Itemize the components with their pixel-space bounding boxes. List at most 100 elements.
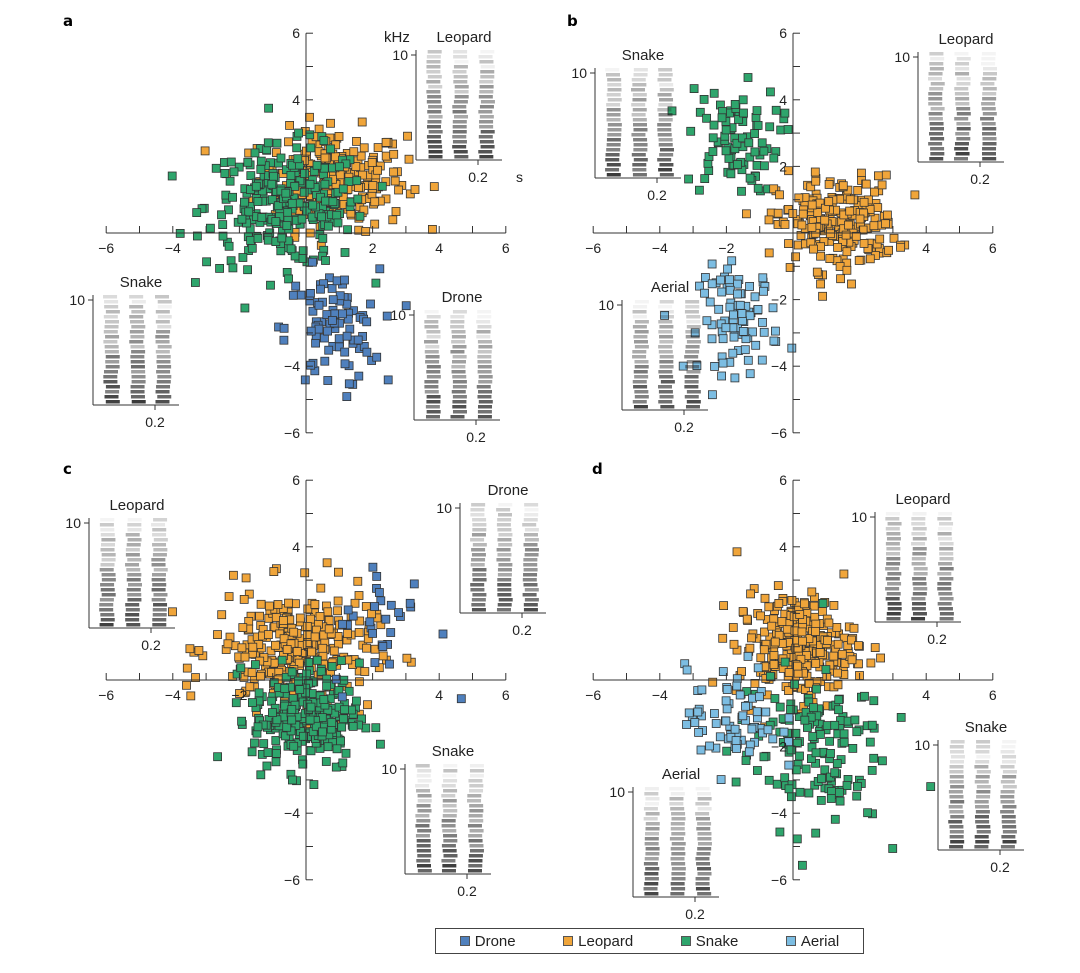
spectrogram-band (127, 593, 142, 597)
spectrogram-band (127, 558, 142, 562)
spectrogram-band (452, 395, 467, 399)
point-snake (750, 147, 760, 157)
point-drone (370, 658, 380, 667)
panel-c: c−6 −4 −2 4 664−4−6Leopard100.2Drone100.2Sna… (63, 460, 546, 899)
spectrogram-band (105, 355, 120, 359)
inset-title: Leopard (938, 31, 993, 48)
spectrogram-band (633, 305, 648, 309)
spectrogram-band (633, 73, 648, 77)
spectrogram-band (524, 513, 539, 517)
point-snake (757, 138, 767, 148)
point-leopard (773, 208, 783, 218)
spectrogram-band (426, 410, 441, 414)
spectrogram-band (103, 380, 118, 384)
spectrogram-band (425, 415, 440, 419)
spectrogram-band (450, 350, 465, 354)
point-leopard (824, 197, 834, 206)
point-leopard (866, 658, 876, 668)
point-snake (780, 108, 790, 118)
point-snake (726, 169, 736, 179)
point-drone (348, 611, 358, 621)
point-snake (869, 753, 879, 763)
point-snake (786, 705, 795, 714)
spectrogram-band (633, 158, 648, 162)
point-snake (759, 146, 769, 156)
legend-label: Leopard (578, 932, 634, 950)
panel-label: a (63, 12, 73, 30)
spectrogram-band (658, 138, 673, 142)
spectrogram-band (954, 117, 969, 121)
spectrogram-band (469, 844, 484, 848)
spectrogram-band (479, 115, 494, 119)
point-leopard (256, 671, 266, 681)
point-leopard (282, 645, 292, 654)
point-drone (378, 642, 388, 651)
point-leopard (859, 238, 869, 248)
spectrogram-band (130, 365, 145, 369)
inset-x-tick-label: 0.2 (457, 883, 477, 899)
legend-item-leopard: Leopard (563, 933, 633, 950)
spectrogram-band (454, 115, 469, 119)
spectrogram-band (632, 355, 647, 359)
spectrogram-band (130, 335, 145, 339)
point-leopard (728, 623, 738, 632)
spectrogram-band (697, 872, 712, 876)
point-leopard (186, 691, 196, 701)
spectrogram-band (606, 138, 621, 142)
point-leopard (391, 207, 401, 216)
inset-x-tick-label: 0.2 (145, 414, 165, 430)
point-snake (830, 768, 840, 778)
spectrogram-band (975, 775, 990, 779)
spectrogram-band (950, 785, 965, 789)
point-leopard (381, 137, 391, 147)
point-leopard (851, 231, 861, 241)
spectrogram-band (451, 335, 466, 339)
point-snake (282, 722, 292, 732)
spectrogram-band (105, 400, 120, 404)
point-aerial (718, 334, 728, 344)
spectrogram-band (632, 118, 647, 122)
spectrogram-band (478, 55, 493, 59)
point-drone (334, 334, 344, 344)
point-snake (253, 233, 263, 243)
point-snake (334, 162, 344, 172)
inset-title: Aerial (662, 766, 700, 783)
point-leopard (185, 644, 195, 654)
point-leopard (816, 279, 825, 289)
point-leopard (367, 157, 377, 167)
spectrogram-band (928, 72, 943, 76)
point-leopard (816, 251, 825, 261)
spectrogram-band (634, 330, 649, 334)
spectrogram-band (477, 410, 492, 414)
spectrogram-band (478, 135, 493, 139)
point-leopard (333, 596, 343, 606)
point-snake (311, 721, 321, 731)
spectrogram-band (151, 573, 166, 577)
point-leopard (269, 567, 279, 576)
spectrogram-band (452, 110, 467, 114)
spectrogram-band (497, 573, 512, 577)
spectrogram-band (912, 577, 927, 581)
spectrogram-band (101, 543, 116, 547)
point-snake (247, 747, 257, 757)
x-tick-label: 6 (502, 687, 510, 703)
spectrogram-band (949, 810, 964, 814)
spectrogram-band (452, 345, 467, 349)
point-leopard (883, 210, 892, 220)
spectrogram-band (644, 857, 659, 861)
spectrogram-band (130, 345, 145, 349)
spectrogram-band (633, 143, 648, 147)
spectrogram-band (103, 315, 118, 319)
spectrogram-band (105, 310, 120, 314)
point-aerial (729, 310, 738, 320)
spectrogram-band (155, 350, 170, 354)
point-drone (438, 629, 448, 639)
spectrogram-band (658, 73, 673, 77)
point-snake (327, 718, 337, 727)
point-snake (240, 303, 250, 313)
point-snake (869, 696, 879, 706)
point-snake (775, 827, 785, 837)
point-snake (377, 181, 387, 191)
point-drone (338, 619, 347, 629)
spectrogram-band (669, 797, 684, 801)
